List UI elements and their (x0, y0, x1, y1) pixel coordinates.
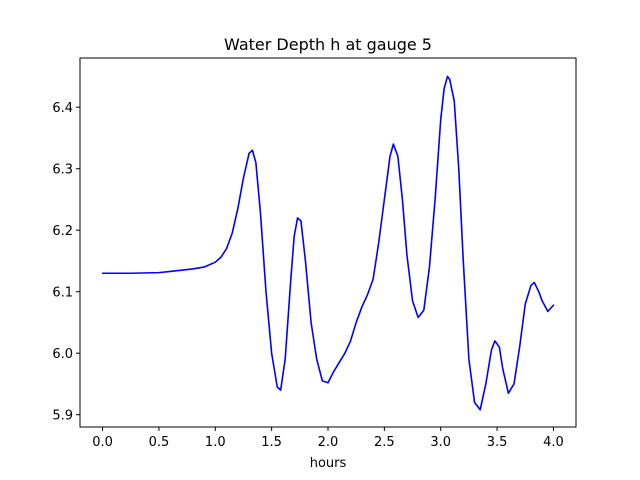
plot-area (101, 75, 555, 411)
x-tick-label: 4.0 (543, 435, 564, 450)
axes: 0.0 0.5 1.0 1.5 2.0 2.5 3.0 3.5 4.0 5.9 6.0 6.1 6.2 6… (52, 57, 577, 450)
chart-title: Water Depth h at gauge 5 (224, 35, 432, 54)
x-tick-label: 3.5 (487, 435, 508, 450)
y-tick-label: 6.2 (52, 224, 73, 239)
y-tick-label: 6.0 (52, 347, 73, 362)
x-tick-label: 0.0 (92, 435, 113, 450)
x-tick-label: 0.5 (149, 435, 170, 450)
x-tick-label: 1.5 (261, 435, 282, 450)
x-tick-label: 3.0 (430, 435, 451, 450)
y-tick-label: 6.4 (52, 101, 73, 116)
x-tick-label: 2.0 (318, 435, 339, 450)
x-tick-label: 2.5 (374, 435, 395, 450)
y-tick-label: 5.9 (52, 409, 73, 424)
x-tick-label: 1.0 (205, 435, 226, 450)
series-line-0 (101, 75, 555, 411)
y-tick-label: 6.1 (52, 286, 73, 301)
x-axis-label: hours (310, 456, 347, 471)
y-tick-label: 6.3 (52, 163, 73, 178)
